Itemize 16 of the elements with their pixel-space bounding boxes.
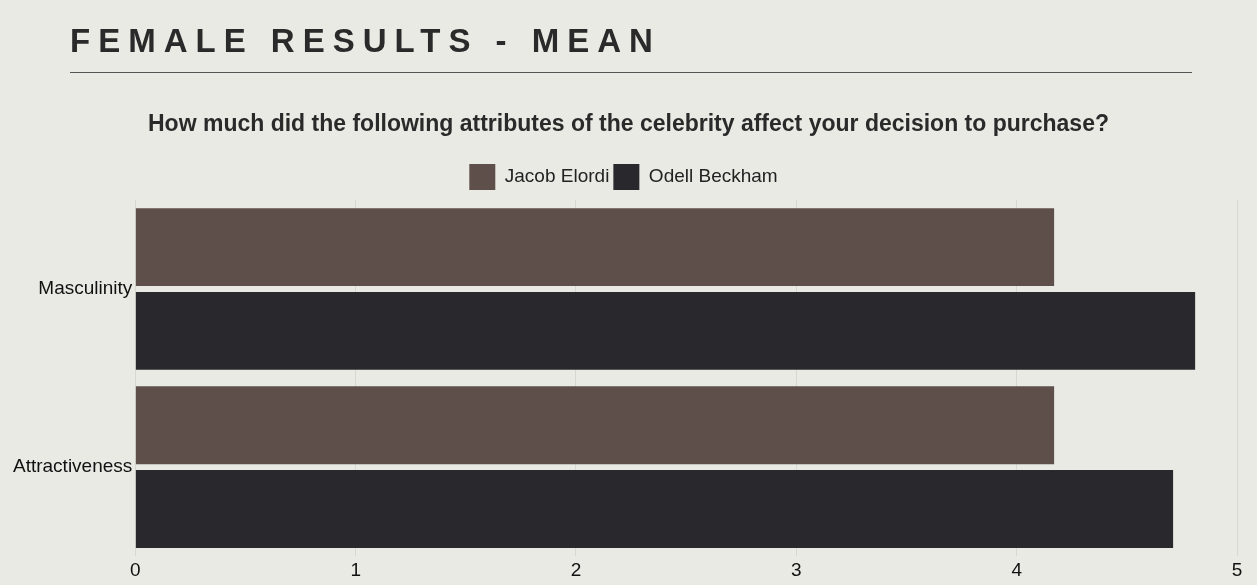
x-tick-label: 1 xyxy=(350,558,361,580)
bar xyxy=(135,208,1055,287)
bar xyxy=(135,470,1174,548)
legend-label: Odell Beckham xyxy=(648,165,778,187)
x-tick-label: 2 xyxy=(570,558,582,580)
x-tick-label: 0 xyxy=(130,558,141,580)
chart-subtitle: How much did the following attributes of the celebrity affect your decision to purchase? xyxy=(147,110,1110,137)
bar xyxy=(135,291,1196,370)
chart-title: FEMALE RESULTS - MEAN xyxy=(70,22,661,60)
bar xyxy=(135,386,1055,465)
x-tick-label: 5 xyxy=(1231,558,1243,580)
legend-label: Jacob Elordi xyxy=(504,165,610,187)
y-tick-label: Attractiveness xyxy=(13,455,133,477)
x-tick-label: 3 xyxy=(791,558,802,580)
y-tick-label: Masculinity xyxy=(38,277,133,299)
x-tick-label: 4 xyxy=(1011,558,1023,580)
